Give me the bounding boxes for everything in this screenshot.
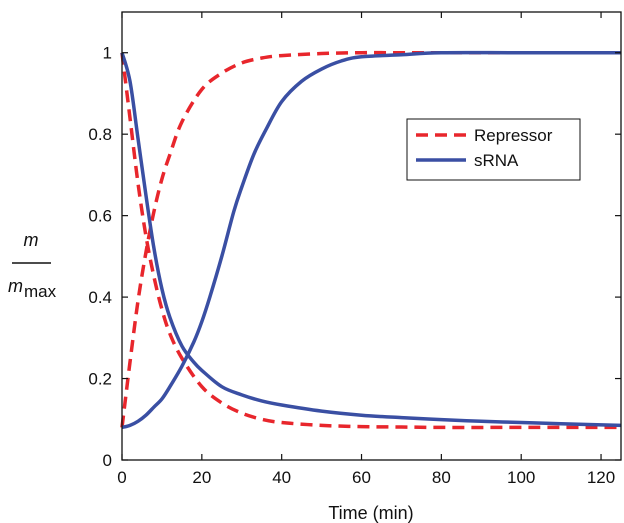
y-tick-label: 0.6	[88, 207, 112, 226]
x-axis: 0 20 40 60 80 100 120	[117, 12, 615, 487]
x-tick-label: 120	[587, 468, 615, 487]
chart-curves	[120, 50, 622, 430]
series-line-repressor-0	[120, 50, 621, 428]
x-tick-label: 80	[432, 468, 451, 487]
x-axis-label: Time (min)	[328, 503, 413, 523]
y-tick-label: 0.4	[88, 288, 112, 307]
y-axis: 0 0.2 0.4 0.6 0.8 1	[88, 44, 621, 470]
legend-label-repressor: Repressor	[474, 126, 553, 145]
plot-frame	[121, 11, 622, 461]
y-tick-label: 0	[103, 451, 112, 470]
series-line-repressor-1	[120, 52, 621, 430]
x-tick-label: 40	[272, 468, 291, 487]
y-axis-label: m m max	[8, 230, 57, 301]
series-line-srna-1	[120, 52, 622, 428]
legend-label-srna: sRNA	[474, 151, 519, 170]
y-label-numerator: m	[24, 230, 39, 250]
y-label-denominator: m	[8, 276, 23, 296]
legend-box	[406, 118, 581, 181]
y-tick-label: 0.8	[88, 125, 112, 144]
legend: Repressor sRNA	[406, 118, 581, 181]
y-tick-label: 0.2	[88, 370, 112, 389]
x-tick-label: 60	[352, 468, 371, 487]
x-tick-label: 0	[117, 468, 126, 487]
x-tick-label: 100	[507, 468, 535, 487]
y-label-subscript: max	[24, 282, 57, 301]
series-line-srna-0	[121, 50, 621, 430]
x-tick-label: 20	[192, 468, 211, 487]
y-tick-label: 1	[103, 44, 112, 63]
